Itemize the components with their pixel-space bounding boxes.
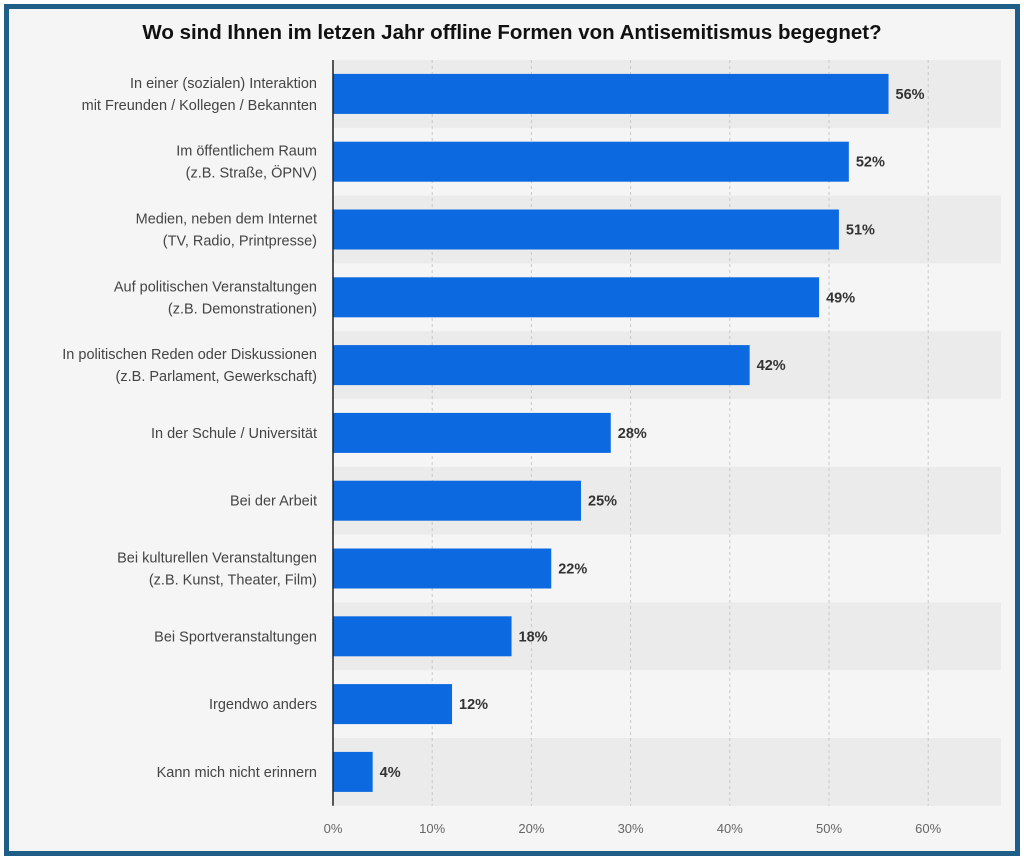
category-label: mit Freunden / Kollegen / Bekannten — [82, 98, 317, 114]
category-label: (z.B. Straße, ÖPNV) — [186, 164, 317, 182]
value-label: 28% — [618, 426, 647, 442]
bar — [333, 751, 373, 792]
chart-title: Wo sind Ihnen im letzen Jahr offline For… — [142, 21, 882, 44]
bar — [333, 684, 453, 725]
value-label: 22% — [558, 562, 587, 578]
value-label: 25% — [588, 494, 617, 510]
value-label: 51% — [846, 223, 875, 239]
bar — [333, 277, 820, 318]
category-label: (TV, Radio, Printpresse) — [163, 234, 317, 250]
x-tick-label: 40% — [717, 821, 743, 836]
category-label: (z.B. Parlament, Gewerkschaft) — [116, 369, 317, 385]
value-label: 12% — [459, 697, 488, 713]
category-label: Medien, neben dem Internet — [136, 212, 317, 228]
category-label: Bei kulturellen Veranstaltungen — [117, 551, 317, 567]
category-label: Auf politischen Veranstaltungen — [114, 279, 317, 295]
value-label: 52% — [856, 155, 885, 171]
bar — [333, 73, 889, 114]
category-label: Kann mich nicht erinnern — [157, 765, 317, 781]
bar — [333, 616, 512, 657]
category-label: In einer (sozialen) Interaktion — [130, 76, 317, 92]
category-label: In der Schule / Universität — [151, 426, 317, 442]
category-label: Bei Sportveranstaltungen — [154, 629, 317, 645]
category-label: Bei der Arbeit — [230, 494, 317, 510]
bar — [333, 209, 839, 250]
category-label: (z.B. Kunst, Theater, Film) — [149, 573, 317, 589]
chart-frame: Wo sind Ihnen im letzen Jahr offline For… — [4, 4, 1020, 856]
category-label: Im öffentlichem Raum — [176, 144, 317, 160]
bar — [333, 141, 849, 182]
x-tick-label: 60% — [915, 821, 941, 836]
bar — [333, 412, 611, 453]
x-tick-label: 0% — [324, 821, 343, 836]
bar — [333, 480, 581, 521]
category-label: Irgendwo anders — [209, 697, 317, 713]
bar — [333, 548, 552, 589]
value-label: 49% — [826, 290, 855, 306]
category-label: In politischen Reden oder Diskussionen — [62, 347, 317, 363]
x-tick-label: 10% — [419, 821, 445, 836]
value-label: 42% — [757, 358, 786, 374]
value-label: 4% — [380, 765, 401, 781]
value-label: 18% — [519, 629, 548, 645]
category-label: (z.B. Demonstrationen) — [168, 301, 317, 317]
bar — [333, 345, 750, 386]
x-tick-label: 20% — [518, 821, 544, 836]
x-tick-label: 30% — [618, 821, 644, 836]
row-band — [333, 738, 1001, 806]
value-label: 56% — [896, 87, 925, 103]
x-tick-label: 50% — [816, 821, 842, 836]
bar-chart: 56% In einer (sozialen) Interaktion mit Fr… — [62, 60, 1001, 836]
